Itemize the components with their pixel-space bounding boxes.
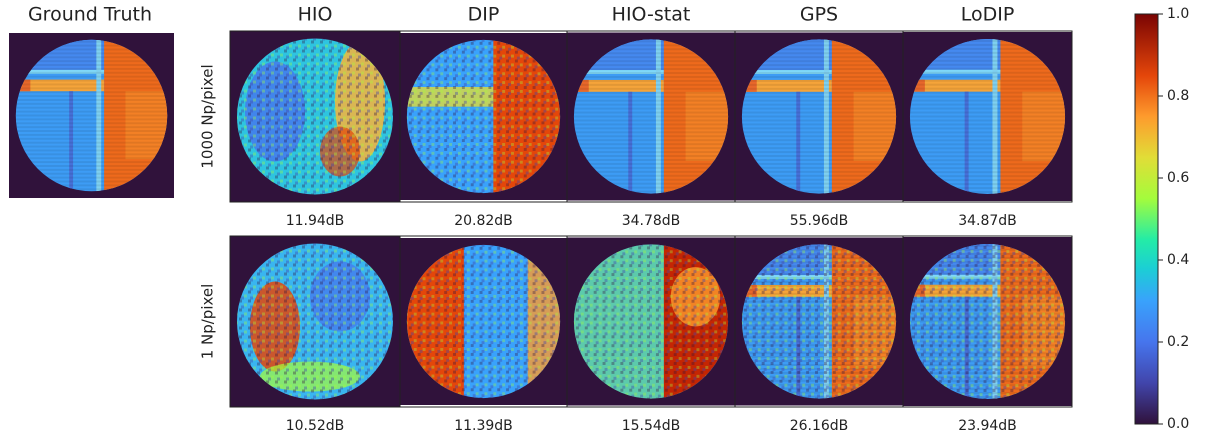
colorbar-tick-label: 0.8 <box>1167 88 1189 104</box>
row-label: 1000 Np/pixel <box>199 64 217 168</box>
reconstruction-image <box>735 33 903 201</box>
psnr-label: 15.54dB <box>622 418 681 434</box>
reconstruction-image <box>567 33 735 201</box>
reconstruction-image <box>903 32 1072 201</box>
row-label: 1 Np/pixel <box>199 284 217 360</box>
page: Ground Truth HIO DIP HIO-stat GPS LoDIP 1000 … <box>0 0 1209 439</box>
figure: Ground Truth HIO DIP HIO-stat GPS LoDIP 1000 … <box>0 0 1209 439</box>
colorbar-tick-label: 0.6 <box>1167 170 1189 186</box>
column-title: DIP <box>468 4 500 26</box>
psnr-label: 11.39dB <box>454 418 513 434</box>
reconstruction-image <box>400 238 567 405</box>
column-title: LoDIP <box>961 4 1015 26</box>
psnr-label: 34.78dB <box>622 213 681 229</box>
psnr-label: 55.96dB <box>790 213 849 229</box>
psnr-label: 26.16dB <box>790 418 849 434</box>
column-title: HIO-stat <box>612 4 691 26</box>
column-title: GPS <box>800 4 838 26</box>
psnr-label: 10.52dB <box>286 418 345 434</box>
reconstruction-image <box>735 238 903 406</box>
colorbar-tick-label: 0.2 <box>1167 334 1189 350</box>
colorbar-tick-label: 1.0 <box>1167 6 1189 22</box>
psnr-label: 23.94dB <box>958 418 1017 434</box>
reconstruction-image <box>230 32 400 202</box>
reconstruction-image <box>567 238 735 406</box>
psnr-label: 34.87dB <box>958 213 1017 229</box>
reconstruction-image <box>903 237 1072 406</box>
reconstruction-image <box>400 33 567 200</box>
column-title: HIO <box>298 4 333 26</box>
ground-truth-title: Ground Truth <box>28 4 152 26</box>
reconstruction-image <box>230 237 400 407</box>
colorbar-tick-label: 0.4 <box>1167 252 1189 268</box>
colorbar-tick-label: 0.0 <box>1167 416 1189 432</box>
psnr-label: 20.82dB <box>454 213 513 229</box>
ground-truth-image <box>9 33 174 198</box>
psnr-label: 11.94dB <box>286 213 345 229</box>
colorbar <box>1135 14 1158 424</box>
